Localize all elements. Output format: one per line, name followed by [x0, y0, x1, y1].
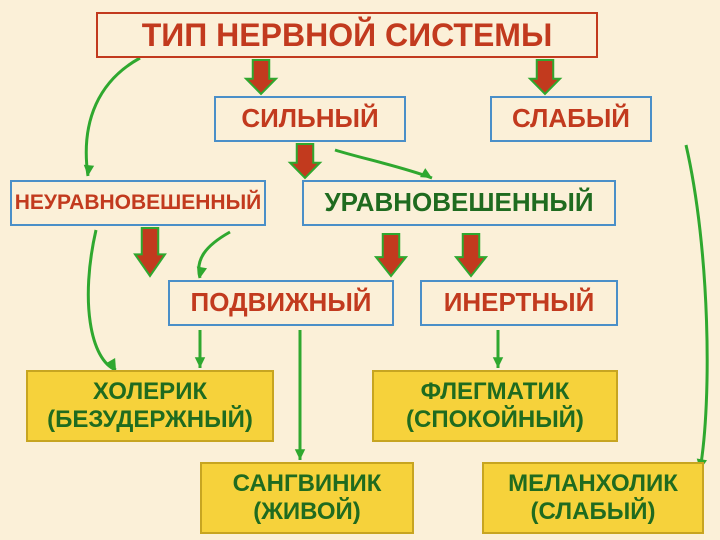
- block-arrow-1: [530, 60, 560, 94]
- box-sanguine: САНГВИНИК (ЖИВОЙ): [200, 462, 414, 534]
- thin-arrow-head-6: [493, 357, 503, 368]
- box-melancholic: МЕЛАНХОЛИК (СЛАБЫЙ): [482, 462, 704, 534]
- thin-arrow-7: [686, 145, 707, 470]
- box-unbalanced: НЕУРАВНОВЕШЕННЫЙ: [10, 180, 266, 226]
- box-choleric: ХОЛЕРИК (БЕЗУДЕРЖНЫЙ): [26, 370, 274, 442]
- box-phlegmatic: ФЛЕГМАТИК (СПОКОЙНЫЙ): [372, 370, 618, 442]
- box-inert: ИНЕРТНЫЙ: [420, 280, 618, 326]
- thin-arrow-1: [335, 150, 432, 178]
- block-arrow-3: [376, 234, 406, 276]
- box-strong: СИЛЬНЫЙ: [214, 96, 406, 142]
- thin-arrow-2: [88, 230, 116, 370]
- thin-arrow-head-4: [195, 357, 205, 368]
- thin-arrow-head-1: [420, 168, 432, 178]
- box-mobile: ПОДВИЖНЫЙ: [168, 280, 394, 326]
- block-arrow-2: [290, 144, 320, 178]
- block-arrow-0: [246, 60, 276, 94]
- connectors-layer: [0, 0, 720, 540]
- block-arrow-5: [135, 228, 165, 276]
- box-title: ТИП НЕРВНОЙ СИСТЕМЫ: [96, 12, 598, 58]
- thin-arrow-head-5: [295, 449, 305, 460]
- box-balanced: УРАВНОВЕШЕННЫЙ: [302, 180, 616, 226]
- block-arrow-4: [456, 234, 486, 276]
- thin-arrow-0: [86, 58, 140, 176]
- thin-arrow-head-0: [84, 165, 94, 176]
- thin-arrow-head-3: [197, 266, 207, 278]
- thin-arrow-head-2: [106, 358, 116, 370]
- thin-arrow-3: [199, 232, 230, 278]
- box-weak: СЛАБЫЙ: [490, 96, 652, 142]
